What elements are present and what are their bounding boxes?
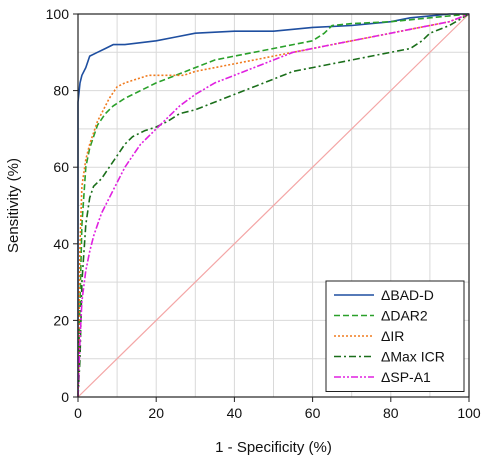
series-lines bbox=[77, 13, 470, 398]
legend-label: ΔIR bbox=[381, 328, 404, 344]
series-line-4 bbox=[77, 13, 470, 398]
x-tick-label: 20 bbox=[148, 405, 164, 421]
legend-label: ΔBAD-D bbox=[381, 287, 434, 303]
reference-diagonal-line bbox=[77, 13, 470, 398]
series-line-2 bbox=[77, 13, 470, 398]
y-tick-label: 40 bbox=[53, 236, 69, 252]
x-tick-label: 40 bbox=[227, 405, 243, 421]
legend: ΔBAD-D ΔDAR2 ΔIR ΔMax ICR ΔSP-A1 bbox=[325, 280, 465, 392]
legend-box bbox=[325, 280, 465, 392]
y-tick-label: 20 bbox=[53, 312, 69, 328]
x-axis-ticks: 0 20 40 60 80 100 bbox=[74, 397, 481, 421]
y-tick-label: 60 bbox=[53, 159, 69, 175]
y-tick-label: 100 bbox=[46, 6, 70, 22]
legend-label: ΔDAR2 bbox=[381, 308, 428, 324]
legend-label: ΔSP-A1 bbox=[381, 369, 431, 385]
y-axis-ticks: 0 20 40 60 80 100 bbox=[46, 6, 78, 405]
series-line-3 bbox=[77, 13, 470, 398]
x-tick-label: 60 bbox=[305, 405, 321, 421]
series-line-5 bbox=[77, 13, 470, 398]
x-tick-label: 80 bbox=[383, 405, 399, 421]
y-tick-label: 80 bbox=[53, 83, 69, 99]
legend-label: ΔMax ICR bbox=[381, 349, 445, 365]
y-tick-label: 0 bbox=[61, 389, 69, 405]
plot-frame bbox=[77, 13, 470, 398]
x-tick-label: 0 bbox=[74, 405, 82, 421]
y-axis-title: Sensitivity (%) bbox=[5, 158, 22, 253]
x-axis-title: 1 - Specificity (%) bbox=[215, 439, 332, 456]
x-tick-label: 100 bbox=[457, 405, 481, 421]
